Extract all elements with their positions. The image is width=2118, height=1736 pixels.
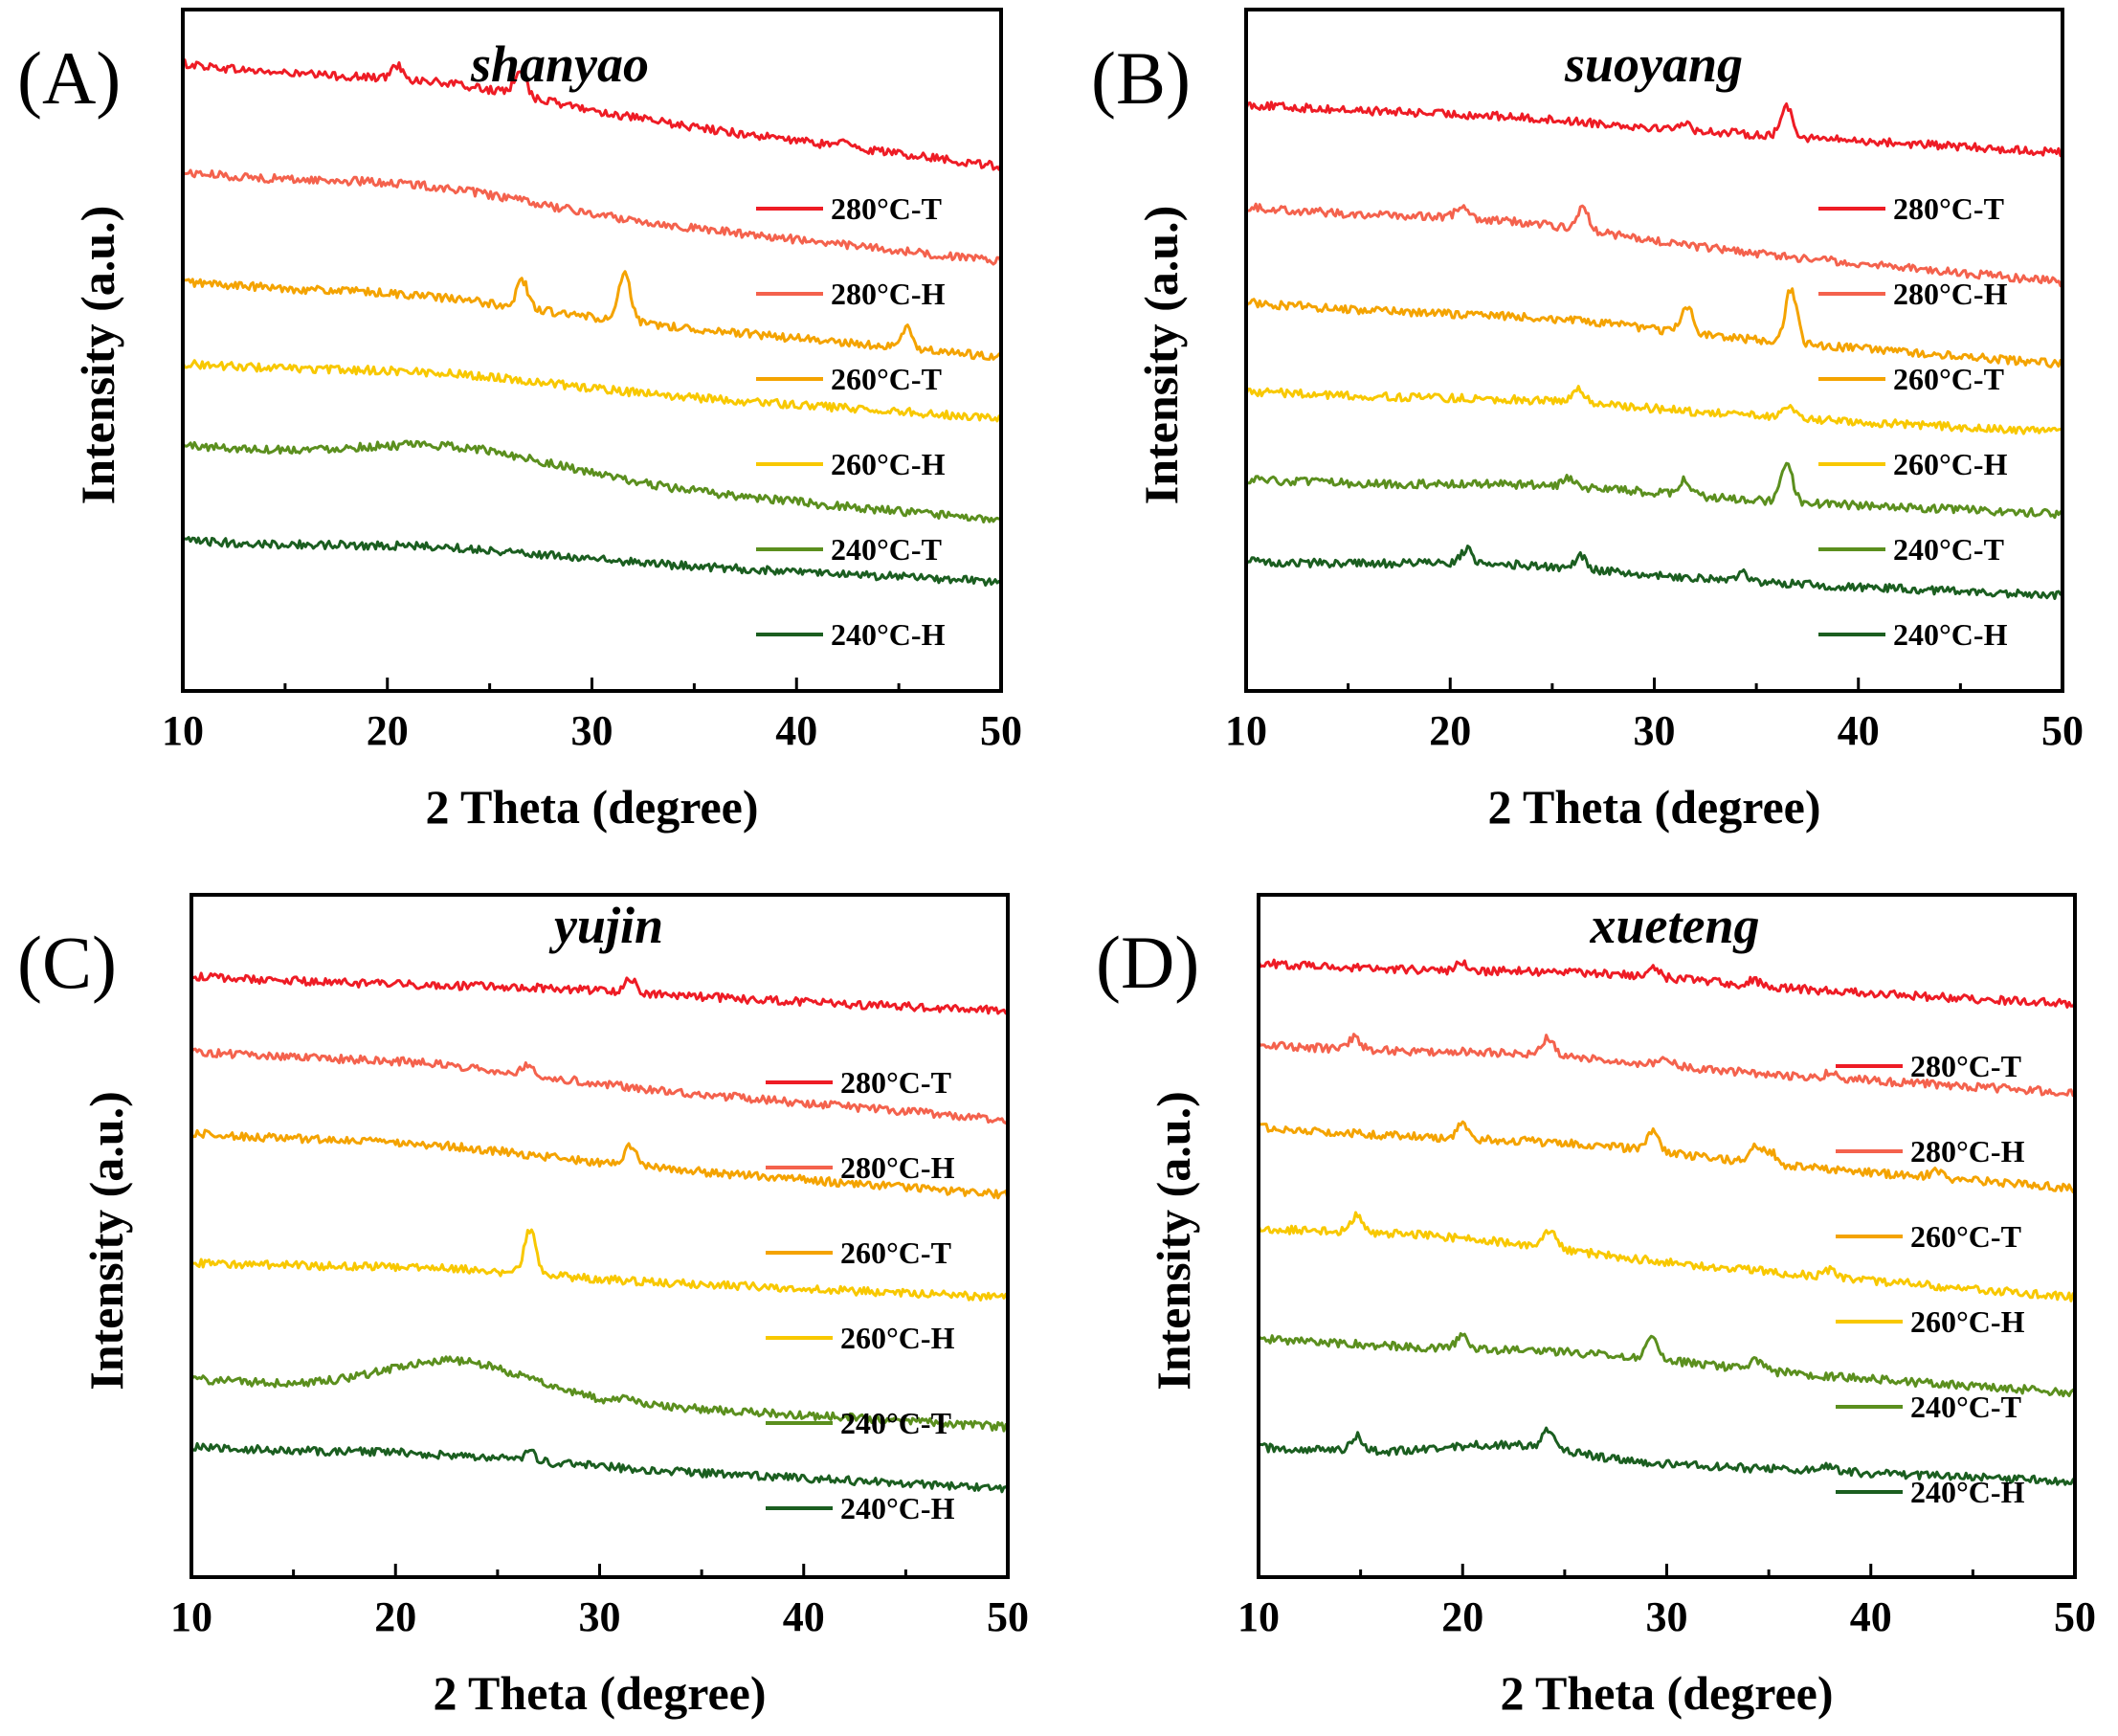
panel-a: 10 20 30 40 50 2 Theta (degree) Intensity (a.u… — [17, 8, 1022, 834]
x-tick-label: 30 — [579, 1593, 621, 1640]
legend-label: 280°C-T — [831, 191, 942, 226]
panel-d: 10 20 30 40 50 2 Theta (degree) Intensity (a.u… — [1096, 893, 2096, 1720]
x-tick-label: 10 — [1237, 1593, 1280, 1640]
series-line-280-c-h — [181, 168, 1003, 266]
legend-label: 240°C-T — [1910, 1390, 2021, 1424]
x-tick-label: 30 — [571, 707, 613, 754]
panel-title: suoyang — [1564, 35, 1743, 93]
x-axis-title: 2 Theta (degree) — [1487, 780, 1820, 834]
legend-label: 240°C-H — [831, 617, 946, 652]
panel-letter: (A) — [17, 36, 121, 120]
panel-title: shanyao — [470, 35, 649, 93]
series-line-240-c-h — [1259, 1426, 2076, 1486]
legend-label: 260°C-T — [831, 362, 942, 396]
legend-label: 280°C-T — [840, 1065, 951, 1100]
series-line-260-c-t — [182, 270, 1002, 361]
legend-label: 240°C-H — [1910, 1475, 2025, 1509]
legend-label: 280°C-H — [840, 1150, 955, 1185]
series-line-280-c-t — [1244, 100, 2064, 158]
panel-title: xueteng — [1589, 897, 1759, 954]
legend: 280°C-T 280°C-H 260°C-T 260°C-H 240°C-T 240°C… — [756, 191, 946, 652]
series-line-240-c-h — [182, 536, 1003, 587]
legend-label: 240°C-T — [1893, 532, 2004, 567]
legend-label: 240°C-T — [840, 1406, 951, 1440]
plot-frame — [181, 8, 1003, 693]
x-axis-title: 2 Theta (degree) — [433, 1666, 766, 1720]
x-tick-label: 30 — [1646, 1593, 1688, 1640]
series-line-240-c-h — [1244, 545, 2063, 600]
panel-letter: (B) — [1091, 36, 1191, 120]
x-tick-label: 50 — [2054, 1593, 2096, 1640]
legend-label: 240°C-H — [840, 1491, 955, 1525]
series-line-260-c-t — [1244, 287, 2064, 368]
panel-b: 10 20 30 40 50 2 Theta (degree) Intensity (a.u… — [1091, 8, 2084, 834]
x-axis-title: 2 Theta (degree) — [1500, 1666, 1833, 1720]
x-axis-title: 2 Theta (degree) — [425, 780, 758, 834]
y-axis-title: Intensity (a.u.) — [1147, 1091, 1200, 1391]
x-tick-label: 10 — [1225, 707, 1267, 754]
legend: 280°C-T 280°C-H 260°C-T 260°C-H 240°C-T 240°C… — [766, 1065, 955, 1525]
panel-letter: (C) — [17, 921, 117, 1004]
x-tick-label: 20 — [1441, 1593, 1483, 1640]
panel-letter: (D) — [1096, 921, 1199, 1004]
y-axis-title: Intensity (a.u.) — [79, 1091, 133, 1391]
x-tick-label: 10 — [162, 707, 204, 754]
x-tick-label: 40 — [783, 1593, 825, 1640]
series-line-240-c-h — [190, 1441, 1010, 1494]
x-tick-label: 40 — [1850, 1593, 1892, 1640]
series-line-260-c-t — [190, 1128, 1010, 1200]
x-tick-label: 20 — [374, 1593, 416, 1640]
x-tick-label: 20 — [367, 707, 409, 754]
panel-c: 10 20 30 40 50 2 Theta (degree) Intensity (a.u… — [17, 893, 1029, 1720]
x-tick-label: 40 — [775, 707, 817, 754]
x-tick-label: 40 — [1838, 707, 1880, 754]
legend-label: 260°C-H — [1910, 1304, 2025, 1339]
series-line-280-c-t — [181, 58, 1003, 171]
legend: 280°C-T 280°C-H 260°C-T 260°C-H 240°C-T 240°C… — [1818, 191, 2008, 652]
x-tick-label: 50 — [980, 707, 1022, 754]
legend-label: 240°C-H — [1893, 617, 2008, 652]
panel-title: yujin — [548, 897, 663, 954]
series-line-280-c-t — [1257, 958, 2077, 1009]
series-line-280-c-h — [1257, 1033, 2076, 1098]
x-tick-label: 50 — [987, 1593, 1029, 1640]
series-line-260-c-h — [190, 1228, 1010, 1302]
series-line-240-c-t — [1245, 461, 2064, 520]
series-line-260-c-h — [1244, 385, 2063, 435]
x-tick-label: 20 — [1429, 707, 1471, 754]
legend-label: 260°C-T — [1910, 1219, 2021, 1254]
legend-label: 260°C-H — [1893, 447, 2008, 481]
x-tick-label: 30 — [1634, 707, 1676, 754]
x-tick-label: 50 — [2041, 707, 2084, 754]
y-axis-title: Intensity (a.u.) — [71, 206, 124, 505]
legend-label: 280°C-H — [1910, 1134, 2025, 1168]
legend-label: 280°C-H — [1893, 277, 2008, 311]
series-line-260-c-t — [1258, 1120, 2077, 1193]
y-axis-title: Intensity (a.u.) — [1134, 206, 1188, 505]
legend-label: 280°C-T — [1893, 191, 2004, 226]
legend-label: 280°C-T — [1910, 1049, 2021, 1083]
series-line-280-c-h — [190, 1047, 1010, 1125]
legend-label: 260°C-T — [1893, 362, 2004, 396]
legend-label: 280°C-H — [831, 277, 946, 311]
legend-label: 260°C-H — [831, 447, 946, 481]
series-line-240-c-t — [181, 439, 1002, 523]
legend-label: 260°C-H — [840, 1321, 955, 1355]
series-line-260-c-h — [181, 359, 1003, 423]
series-line-280-c-t — [190, 971, 1009, 1016]
x-tick-label: 10 — [170, 1593, 212, 1640]
series-line-240-c-t — [1257, 1332, 2077, 1398]
series-line-280-c-h — [1245, 202, 2064, 288]
series-line-240-c-t — [190, 1355, 1009, 1433]
legend-label: 240°C-T — [831, 532, 942, 567]
legend-label: 260°C-T — [840, 1235, 951, 1270]
legend: 280°C-T 280°C-H 260°C-T 260°C-H 240°C-T 240°C… — [1836, 1049, 2025, 1509]
series-line-260-c-h — [1257, 1211, 2077, 1302]
